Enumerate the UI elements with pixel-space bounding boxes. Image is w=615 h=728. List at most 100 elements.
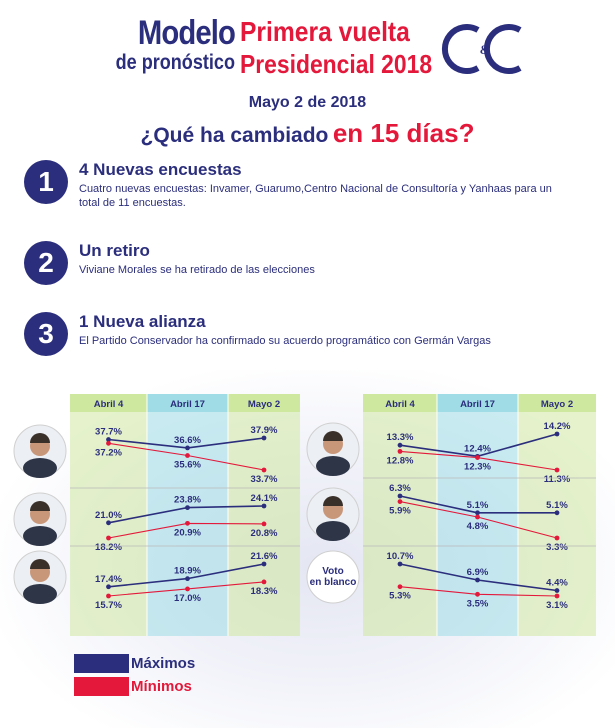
header-presidencial: Presidencial 2018 (240, 49, 433, 79)
data-point-min (106, 535, 111, 541)
change-desc-2: Viviane Morales se ha retirado de las el… (79, 264, 315, 276)
data-point-min (475, 514, 480, 520)
data-point-min (554, 593, 560, 599)
legend-max-label: Máximos (131, 655, 196, 672)
voto-en-blanco-label: en blanco (310, 577, 357, 588)
data-point-min (261, 467, 267, 473)
column-band-2 (147, 394, 228, 636)
data-label: 15.7% (95, 600, 122, 611)
data-label: 20.8% (251, 528, 278, 539)
data-label: 14.2% (544, 421, 571, 432)
data-label: 37.7% (95, 427, 122, 438)
data-point-min (185, 586, 190, 592)
column-header-bg-3 (518, 394, 596, 412)
data-point-max (397, 442, 403, 448)
tick-label: Mayo 2 (248, 399, 280, 410)
column-band-1 (363, 394, 437, 636)
data-point-max (397, 561, 403, 567)
number-badge-3: 3 (24, 312, 68, 356)
data-label: 12.3% (464, 462, 491, 473)
change-title-2: Un retiro (79, 241, 150, 260)
data-label: 3.1% (546, 600, 568, 611)
data-point-max (554, 431, 560, 437)
data-label: 24.1% (251, 493, 278, 504)
tick-label: Abril 4 (94, 399, 124, 410)
header-election-title: Primera vuelta Presidencial 2018 (240, 14, 458, 78)
data-point-min (185, 453, 190, 458)
change-desc-3: El Partido Conservador ha confirmado su … (79, 335, 491, 347)
data-label: 10.7% (387, 551, 414, 562)
data-label: 12.8% (387, 455, 414, 466)
candidate-2-photo-body (23, 526, 57, 546)
tick-label: Mayo 2 (541, 399, 573, 410)
data-label: 36.6% (174, 435, 201, 446)
number-badge-1: 1 (24, 160, 68, 204)
data-point-min (475, 455, 480, 460)
column-band-3 (228, 394, 300, 636)
data-point-max (106, 584, 111, 590)
data-point-min (261, 579, 267, 585)
data-label: 17.4% (95, 574, 122, 585)
data-label: 13.3% (387, 432, 414, 443)
column-header-bg-1 (70, 394, 147, 412)
data-label: 18.9% (174, 566, 201, 577)
tick-label: Abril 4 (385, 399, 415, 410)
poll-range-charts: Abril 4 Abril 17 Mayo 2 37.7% 36.6% 37.9% 37.2… (13, 394, 596, 636)
candidate-5-photo-hair (323, 496, 343, 506)
legend-min-label: Mínimos (131, 678, 192, 695)
data-label: 6.9% (467, 567, 489, 578)
data-point-max (554, 588, 560, 593)
data-point-min (185, 520, 190, 526)
legend-max-swatch (74, 654, 129, 673)
data-point-min (106, 440, 111, 446)
chart-panel-2: Abril 4 Abril 17 Mayo 2 13.3% 12.4% 14.2% 12.8… (306, 394, 596, 636)
header-pronostico: de pronóstico (115, 51, 235, 74)
data-point-max (106, 437, 111, 442)
data-point-max (185, 445, 190, 451)
data-point-min (554, 467, 560, 473)
data-label: 11.3% (544, 474, 571, 485)
data-point-max (185, 505, 190, 511)
report-date: Mayo 2 de 2018 (248, 94, 367, 111)
legend-min-swatch (74, 677, 129, 696)
data-label: 5.9% (389, 506, 411, 517)
data-point-min (397, 584, 403, 590)
data-label: 21.0% (95, 510, 122, 521)
column-header-bg-2 (147, 394, 228, 412)
header-modelo: Modelo (137, 14, 236, 52)
data-point-min (106, 593, 111, 599)
chart-panel-1: Abril 4 Abril 17 Mayo 2 37.7% 36.6% 37.9% 37.2… (13, 394, 300, 636)
data-label: 18.2% (95, 542, 122, 553)
data-label: 6.3% (389, 483, 411, 494)
data-label: 4.4% (546, 578, 568, 589)
tick-label: Abril 17 (460, 399, 495, 410)
data-point-min (397, 448, 403, 454)
subtitle-part2: en 15 días? (332, 118, 475, 148)
data-point-max (261, 503, 267, 509)
data-label: 5.1% (467, 500, 489, 511)
cc-logo: & (441, 24, 522, 74)
candidate-3-photo-hair (30, 559, 50, 569)
data-point-min (554, 535, 560, 541)
column-header-bg-1 (363, 394, 437, 412)
subtitle-part1: ¿Qué ha cambiado (140, 124, 329, 147)
data-label: 35.6% (174, 460, 201, 471)
data-point-max (261, 435, 267, 441)
candidate-2-photo-hair (30, 501, 50, 511)
data-label: 5.3% (389, 591, 411, 602)
voto-en-blanco-badge (306, 550, 360, 604)
data-point-min (397, 499, 403, 504)
candidate-5-photo-body (316, 521, 350, 541)
column-header-bg-2 (437, 394, 518, 412)
data-label: 23.8% (174, 495, 201, 506)
column-header-bg-3 (228, 394, 300, 412)
data-point-max (397, 493, 403, 499)
number-badge-2: 2 (24, 241, 68, 285)
data-label: 37.9% (251, 425, 278, 436)
data-point-max (185, 576, 190, 582)
candidate-4-photo-hair (323, 431, 343, 441)
subtitle: ¿Qué ha cambiado en 15 días? (0, 118, 615, 149)
change-desc-1: Cuatro nuevas encuestas: Invamer, Guarum… (79, 183, 552, 209)
data-label: 4.8% (467, 521, 489, 532)
data-label: 3.3% (546, 542, 568, 553)
